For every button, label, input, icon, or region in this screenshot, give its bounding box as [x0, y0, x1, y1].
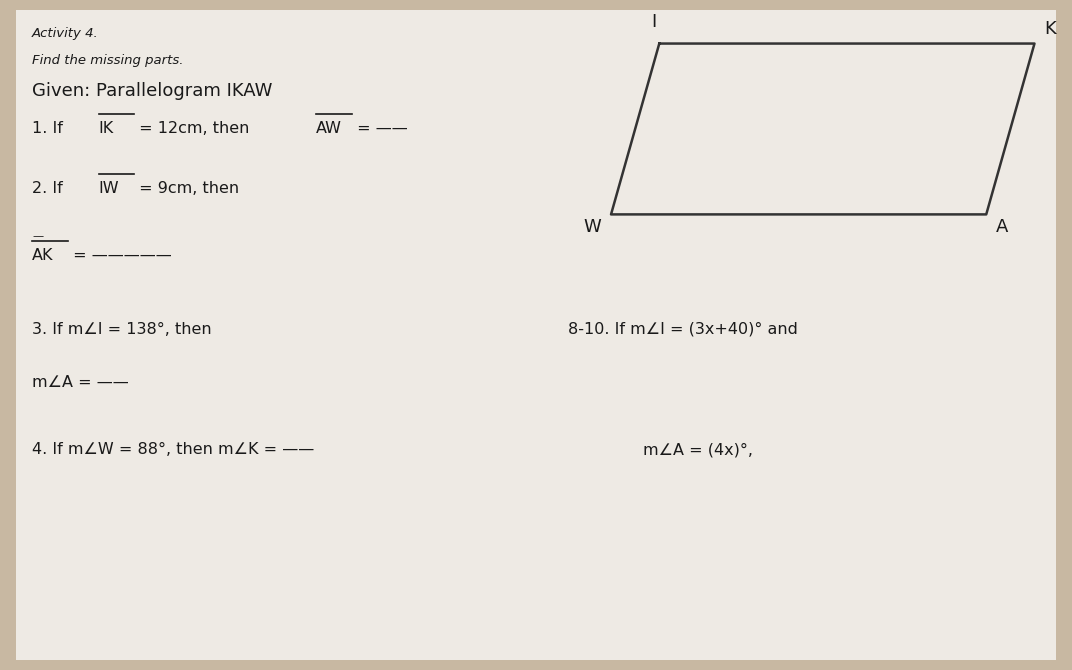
- Text: = ——: = ——: [352, 121, 407, 135]
- Text: 3. If m∠I = 138°, then: 3. If m∠I = 138°, then: [32, 322, 212, 336]
- FancyBboxPatch shape: [16, 10, 1056, 660]
- Text: K: K: [1044, 19, 1056, 38]
- Text: m∠A = (4x)°,: m∠A = (4x)°,: [643, 442, 754, 457]
- Text: IK: IK: [99, 121, 114, 135]
- Text: 1. If: 1. If: [32, 121, 69, 135]
- Text: —: —: [32, 231, 43, 241]
- Text: 8-10. If m∠I = (3x+40)° and: 8-10. If m∠I = (3x+40)° and: [568, 322, 798, 336]
- Text: = 12cm, then: = 12cm, then: [134, 121, 254, 135]
- Text: AW: AW: [316, 121, 342, 135]
- Text: = —————: = —————: [68, 248, 172, 263]
- Text: Given: Parallelogram IKAW: Given: Parallelogram IKAW: [32, 82, 272, 100]
- Text: A: A: [996, 218, 1009, 236]
- Text: 2. If: 2. If: [32, 181, 68, 196]
- Text: I: I: [652, 13, 656, 31]
- Text: 4. If m∠W = 88°, then m∠K = ——: 4. If m∠W = 88°, then m∠K = ——: [32, 442, 314, 457]
- Text: Activity 4.: Activity 4.: [32, 27, 99, 40]
- Text: W: W: [583, 218, 601, 236]
- Text: AK: AK: [32, 248, 54, 263]
- Text: m∠A = ——: m∠A = ——: [32, 375, 129, 390]
- Text: IW: IW: [99, 181, 119, 196]
- Text: Find the missing parts.: Find the missing parts.: [32, 54, 183, 66]
- Text: = 9cm, then: = 9cm, then: [134, 181, 239, 196]
